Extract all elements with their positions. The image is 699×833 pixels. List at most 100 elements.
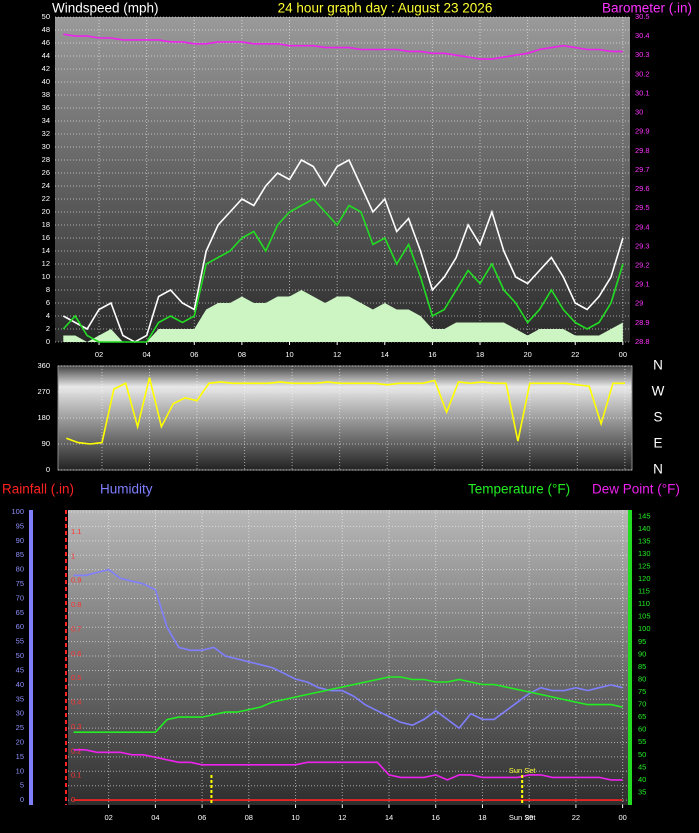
y-tick-label: 90 — [16, 536, 24, 545]
y3-tick-label: 0.3 — [71, 722, 81, 731]
y2-tick-label: 110 — [638, 599, 650, 608]
y2-tick-label: 95 — [638, 637, 646, 646]
x-tick-label: 14 — [381, 350, 389, 359]
y-tick-label: 80 — [16, 565, 24, 574]
y3-tick-label: 0.2 — [71, 746, 81, 755]
y2-tick-label: 30.2 — [635, 69, 650, 78]
y-tick-label: 38 — [42, 90, 50, 99]
y2-tick-label: 85 — [638, 662, 646, 671]
y2-tick-label: S — [653, 410, 662, 425]
x-tick-label: 16 — [432, 813, 440, 822]
y2-tick-label: 90 — [638, 649, 646, 658]
y-tick-label: 6 — [46, 298, 50, 307]
series-label: Dew Point (°F) — [592, 482, 680, 497]
event-label: Sun Set — [509, 766, 537, 775]
y2-tick-label: N — [653, 358, 663, 373]
y2-tick-label: 35 — [638, 787, 646, 796]
y3-tick-label: 0.8 — [71, 600, 81, 609]
y-tick-label: 26 — [42, 168, 50, 177]
y3-tick-label: 1.1 — [71, 527, 81, 536]
x-tick-label: 10 — [285, 350, 293, 359]
y-tick-label: 270 — [37, 387, 50, 396]
y2-tick-label: 29.5 — [635, 203, 650, 212]
x-tick-label: 12 — [338, 813, 346, 822]
y3-tick-label: 1 — [71, 551, 75, 560]
y2-tick-label: 29.6 — [635, 184, 650, 193]
y2-tick-label: 65 — [638, 712, 646, 721]
y-tick-label: 85 — [16, 550, 24, 559]
y-tick-label: 100 — [11, 507, 24, 516]
y-tick-label: 50 — [42, 12, 50, 21]
series-label: Temperature (°F) — [468, 482, 570, 497]
y-tick-label: 28 — [42, 155, 50, 164]
x-tick-label: 04 — [142, 350, 150, 359]
y-tick-label: 45 — [16, 665, 24, 674]
y2-tick-label: 30.5 — [635, 12, 650, 21]
y2-tick-label: 145 — [638, 511, 651, 520]
x-tick-label: 14 — [385, 813, 393, 822]
line-series — [66, 377, 625, 445]
y2-tick-label: 105 — [638, 612, 651, 621]
y-tick-label: 20 — [42, 207, 50, 216]
area-series — [63, 290, 623, 342]
y2-tick-label: 30.4 — [635, 31, 650, 40]
y2-tick-label: 29.9 — [635, 127, 650, 136]
y-tick-label: 12 — [42, 259, 50, 268]
x-tick-label: 06 — [198, 813, 206, 822]
y3-tick-label: 0.1 — [71, 771, 81, 780]
y-tick-label: 60 — [16, 622, 24, 631]
y-tick-label: 22 — [42, 194, 50, 203]
series-label: Humidity — [100, 482, 153, 497]
y-tick-label: 0 — [46, 337, 50, 346]
y-tick-label: 10 — [16, 766, 24, 775]
y-tick-label: 180 — [37, 413, 50, 422]
y-tick-label: 16 — [42, 233, 50, 242]
y-tick-label: 360 — [37, 361, 50, 370]
y2-tick-label: 75 — [638, 687, 646, 696]
x-tick-label: 06 — [190, 350, 198, 359]
y2-tick-label: E — [653, 436, 662, 451]
y2-tick-label: 115 — [638, 587, 650, 596]
x-tick-label: 08 — [245, 813, 253, 822]
x-tick-label: 16 — [428, 350, 436, 359]
header-title: 24 hour graph day : August 23 2026 — [278, 1, 493, 16]
y-tick-label: 50 — [16, 651, 24, 660]
y-tick-label: 14 — [42, 246, 50, 255]
x-tick-label: 12 — [333, 350, 341, 359]
y2-tick-label: 30 — [635, 108, 643, 117]
x-tick-label: 00 — [618, 813, 626, 822]
y2-tick-label: 45 — [638, 762, 646, 771]
plot-background — [55, 17, 630, 342]
y2-tick-label: N — [653, 462, 663, 477]
y-tick-label: 0 — [46, 465, 50, 474]
y2-tick-label: 30.1 — [635, 88, 650, 97]
y3-tick-label: 0 — [71, 795, 75, 804]
y-tick-label: 42 — [42, 64, 50, 73]
y2-tick-label: 60 — [638, 725, 646, 734]
x-tick-label: 20 — [525, 813, 533, 822]
x-tick-label: 08 — [238, 350, 246, 359]
y2-tick-label: 125 — [638, 561, 651, 570]
x-tick-label: 02 — [104, 813, 112, 822]
y2-tick-label: 80 — [638, 674, 646, 683]
y3-tick-label: 0.5 — [71, 673, 81, 682]
y-tick-label: 24 — [42, 181, 50, 190]
chart-layer: 0246810121416182022242628303234363840424… — [2, 1, 692, 822]
temperature-axis-bar — [628, 510, 632, 805]
x-tick-label: 10 — [291, 813, 299, 822]
y2-tick-label: 40 — [638, 775, 646, 784]
y-tick-label: 15 — [16, 752, 24, 761]
y2-tick-label: 28.9 — [635, 318, 650, 327]
y-tick-label: 5 — [20, 781, 24, 790]
y2-tick-label: 29.8 — [635, 146, 650, 155]
x-tick-label: 02 — [95, 350, 103, 359]
y2-tick-label: 130 — [638, 549, 651, 558]
y-tick-label: 30 — [16, 709, 24, 718]
x-tick-label: 22 — [572, 813, 580, 822]
y3-tick-label: 0.6 — [71, 649, 81, 658]
y3-tick-label: 0.4 — [71, 698, 81, 707]
y-tick-label: 46 — [42, 38, 50, 47]
y-tick-label: 34 — [42, 116, 50, 125]
x-tick-label: 22 — [571, 350, 579, 359]
